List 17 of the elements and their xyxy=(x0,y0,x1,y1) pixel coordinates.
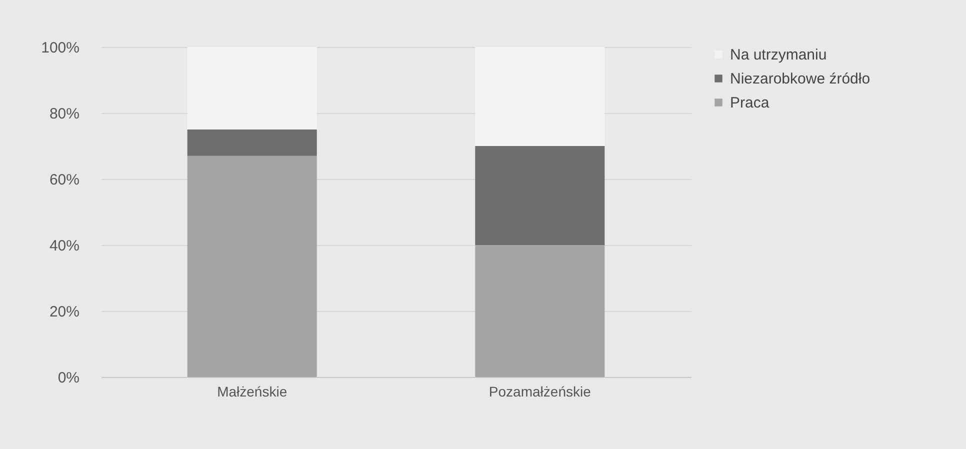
bar xyxy=(475,146,605,245)
bar xyxy=(475,245,605,377)
x-tick-label: Pozamałżeńskie xyxy=(488,384,592,400)
x-tick-label: Małżeńskie xyxy=(217,384,288,400)
legend-label: Na utrzymaniu xyxy=(730,46,827,64)
y-tick-label: 40% xyxy=(49,238,80,254)
bar xyxy=(475,47,605,146)
bar xyxy=(187,47,317,130)
y-tick-label: 20% xyxy=(49,304,80,320)
y-tick-label: 0% xyxy=(58,370,80,386)
bar xyxy=(187,156,317,377)
y-tick-label: 80% xyxy=(49,106,80,122)
y-tick-label: 100% xyxy=(41,40,80,56)
bar xyxy=(187,130,317,156)
legend-label: Niezarobkowe źródło xyxy=(730,70,870,88)
legend-label: Praca xyxy=(730,94,770,112)
y-tick-label: 60% xyxy=(49,172,80,188)
